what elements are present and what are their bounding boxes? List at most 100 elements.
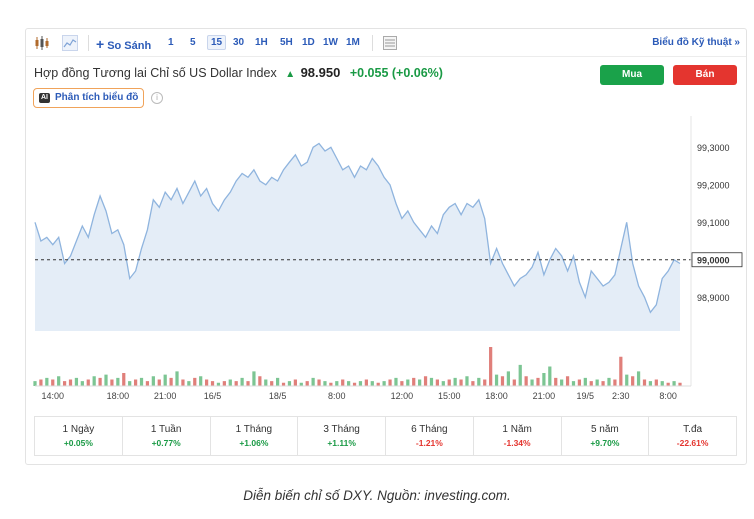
toolbar-divider bbox=[372, 35, 373, 51]
volume-bar bbox=[636, 371, 641, 386]
performance-change: -22.61% bbox=[676, 438, 709, 448]
volume-bar bbox=[672, 381, 676, 386]
sell-button[interactable]: Bán bbox=[673, 65, 737, 85]
compare-label: So Sánh bbox=[107, 40, 152, 52]
volume-bar bbox=[548, 366, 552, 386]
y-tick-label: 99,1000 bbox=[697, 218, 730, 228]
performance-cell[interactable]: 6 Tháng -1.21% bbox=[386, 417, 474, 455]
buy-button[interactable]: Mua bbox=[600, 65, 664, 85]
price-area bbox=[35, 143, 680, 331]
volume-bar bbox=[459, 379, 463, 386]
volume-bar bbox=[39, 379, 43, 386]
area-chart-icon[interactable] bbox=[62, 35, 78, 51]
technical-chart-link[interactable]: Biểu đồ Kỹ thuật » bbox=[652, 37, 740, 48]
period-button-1H[interactable]: 1H bbox=[255, 37, 268, 48]
volume-bar bbox=[323, 381, 327, 386]
last-price: 98.950 bbox=[300, 65, 341, 80]
plus-icon: + bbox=[96, 36, 105, 52]
volume-bar bbox=[536, 377, 540, 386]
y-tick-label: 99,3000 bbox=[697, 143, 730, 153]
volume-bar bbox=[406, 379, 410, 386]
period-button-5[interactable]: 5 bbox=[190, 37, 196, 48]
performance-cell[interactable]: 1 Tuần +0.77% bbox=[123, 417, 211, 455]
volume-bar bbox=[565, 376, 570, 386]
volume-bar bbox=[33, 381, 37, 386]
volume-bar bbox=[382, 381, 386, 386]
volume-bar bbox=[678, 382, 682, 386]
chart-analysis-button[interactable]: AI Phân tích biểu đồ bbox=[33, 88, 145, 108]
period-button-1M[interactable]: 1M bbox=[346, 37, 360, 48]
volume-bar bbox=[293, 379, 297, 386]
x-tick-label: 19/5 bbox=[577, 391, 595, 401]
volume-bar bbox=[394, 377, 398, 386]
x-tick-label: 18/5 bbox=[269, 391, 287, 401]
period-button-5H[interactable]: 5H bbox=[280, 37, 293, 48]
info-icon[interactable]: i bbox=[151, 92, 163, 104]
volume-bar bbox=[471, 381, 475, 386]
volume-bar bbox=[86, 379, 90, 386]
x-tick-label: 18:00 bbox=[485, 391, 508, 401]
performance-period: 1 Tuần bbox=[150, 424, 182, 435]
performance-period: T.đa bbox=[683, 424, 703, 435]
period-button-30[interactable]: 30 bbox=[233, 37, 245, 48]
performance-cell[interactable]: 5 năm +9.70% bbox=[562, 417, 650, 455]
volume-bar bbox=[589, 381, 593, 386]
performance-period: 3 Tháng bbox=[323, 424, 360, 435]
performance-change: -1.21% bbox=[415, 438, 443, 448]
volume-bar bbox=[388, 379, 392, 386]
y-tick-label: 99,2000 bbox=[697, 180, 730, 190]
performance-period: 1 Ngày bbox=[62, 424, 95, 435]
performance-cell[interactable]: 1 Năm -1.34% bbox=[474, 417, 562, 455]
volume-bar bbox=[518, 364, 522, 386]
volume-bar bbox=[305, 381, 309, 386]
performance-cell[interactable]: T.đa -22.61% bbox=[649, 417, 736, 455]
volume-bar bbox=[98, 377, 102, 386]
volume-bar bbox=[216, 382, 221, 386]
volume-bar bbox=[530, 379, 534, 386]
volume-bar bbox=[62, 381, 67, 386]
volume-bar bbox=[287, 381, 292, 386]
volume-bar bbox=[246, 381, 250, 386]
volume-bar bbox=[483, 379, 487, 386]
period-button-15[interactable]: 15 bbox=[207, 35, 227, 50]
volume-bar bbox=[660, 381, 664, 386]
volume-bar bbox=[187, 381, 191, 386]
volume-bar bbox=[400, 381, 404, 386]
volume-bar bbox=[524, 376, 528, 386]
price-line bbox=[34, 142, 681, 314]
price-chart: Investing.com99,300099,200099,100099,000… bbox=[33, 116, 743, 401]
period-button-1[interactable]: 1 bbox=[168, 37, 174, 48]
performance-cell[interactable]: 1 Tháng +1.06% bbox=[211, 417, 299, 455]
performance-cell[interactable]: 1 Ngày +0.05% bbox=[35, 417, 123, 455]
volume-bar bbox=[619, 356, 623, 386]
volume-bar bbox=[175, 371, 179, 386]
performance-change: -1.34% bbox=[503, 438, 531, 448]
volume-bar bbox=[577, 379, 582, 386]
period-button-1D[interactable]: 1D bbox=[302, 37, 315, 48]
volume-bar bbox=[489, 347, 493, 386]
volume-bar bbox=[133, 379, 138, 386]
performance-change: +1.06% bbox=[239, 438, 269, 448]
volume-bar bbox=[341, 379, 345, 386]
volume-bar bbox=[666, 382, 670, 386]
period-button-1W[interactable]: 1W bbox=[323, 37, 338, 48]
performance-change: +0.77% bbox=[151, 438, 181, 448]
volume-bar bbox=[74, 377, 79, 386]
volume-bar bbox=[128, 381, 132, 386]
table-view-icon[interactable] bbox=[382, 35, 398, 51]
chart-widget: + So Sánh 1 5 15 30 1H 5H 1D 1W 1M Biểu đồ Kỹ thu… bbox=[25, 28, 747, 465]
chart-toolbar: + So Sánh 1 5 15 30 1H 5H 1D 1W 1M Biểu đồ Kỹ thu… bbox=[26, 29, 746, 57]
volume-bar bbox=[554, 377, 558, 386]
volume-bar bbox=[311, 377, 315, 386]
volume-bar bbox=[352, 382, 357, 386]
volume-bar bbox=[51, 379, 55, 386]
volume-bar bbox=[222, 381, 226, 386]
price-change: +0.055 (+0.06%) bbox=[349, 66, 443, 80]
candlestick-icon[interactable] bbox=[34, 35, 50, 51]
performance-cell[interactable]: 3 Tháng +1.11% bbox=[298, 417, 386, 455]
x-tick-label: 2:30 bbox=[612, 391, 630, 401]
x-tick-label: 15:00 bbox=[438, 391, 461, 401]
volume-bar bbox=[447, 379, 451, 386]
volume-bar bbox=[228, 379, 232, 386]
compare-button[interactable]: + So Sánh bbox=[96, 36, 151, 52]
